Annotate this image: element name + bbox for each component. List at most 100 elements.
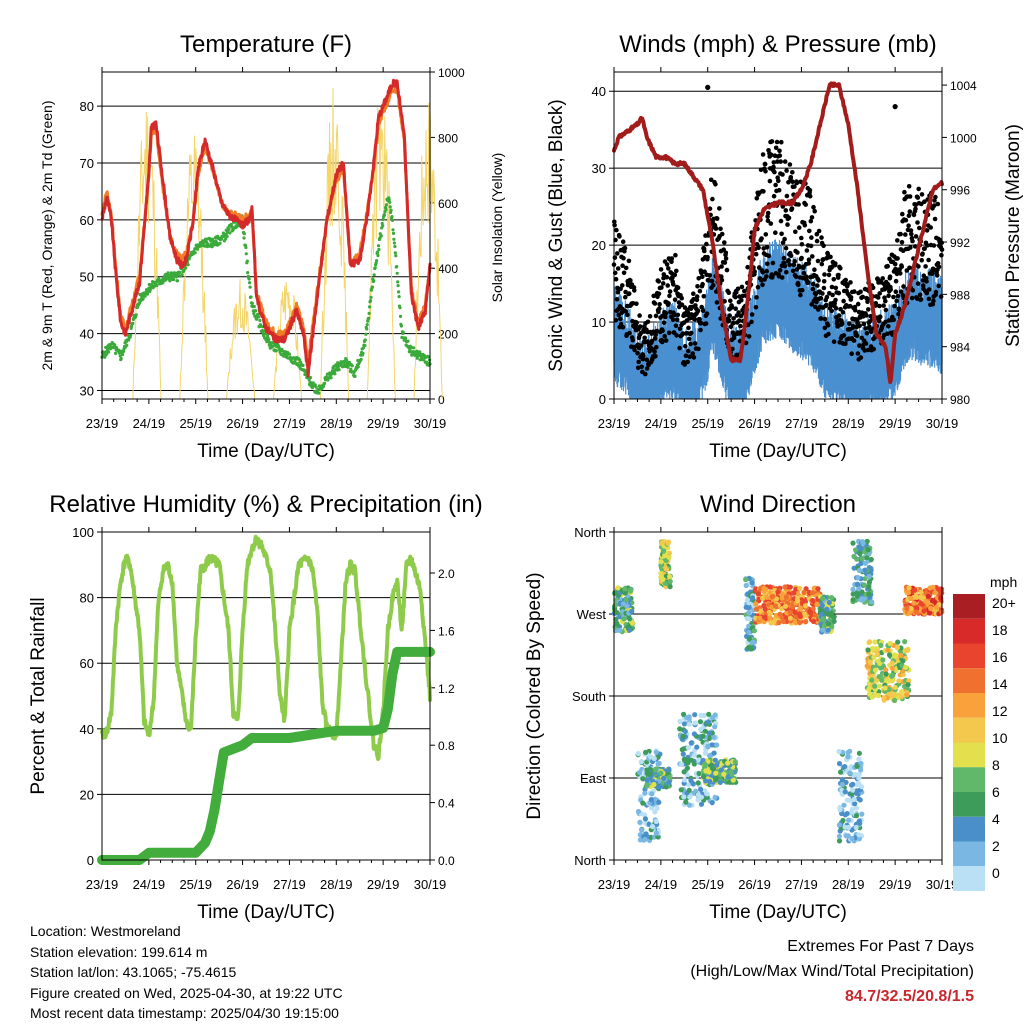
gust-point <box>707 206 713 211</box>
dewpoint-point <box>359 357 363 361</box>
wind-direction-point <box>614 620 620 627</box>
wind-direction-point <box>714 742 720 748</box>
legend-swatch <box>953 693 985 718</box>
wind-direction-point <box>797 605 804 611</box>
gust-point <box>767 178 773 184</box>
precip-line <box>97 646 435 865</box>
gust-point <box>734 290 739 295</box>
dewpoint-point <box>248 281 252 285</box>
gust-point <box>816 278 821 283</box>
gust-point <box>770 260 776 266</box>
gust-point <box>745 264 750 270</box>
gust-point <box>612 222 617 228</box>
dewpoint-point <box>127 338 131 342</box>
gust-point <box>752 269 757 274</box>
gust-point <box>776 178 781 184</box>
gust-point <box>830 292 835 298</box>
gust-point <box>825 323 831 328</box>
wind-direction-point <box>908 605 914 612</box>
dewpoint-point <box>376 244 381 248</box>
gust-point <box>920 251 925 256</box>
wind-direction-point <box>712 757 719 763</box>
wind-direction-point <box>635 751 641 757</box>
y2-tick-label: 2.0 <box>438 567 455 581</box>
wind-direction-point <box>856 567 863 574</box>
gust-point <box>775 159 780 164</box>
wind-direction-point <box>838 769 844 775</box>
wind-direction-point <box>802 611 808 617</box>
wind-direction-point <box>700 774 707 780</box>
gust-point <box>666 330 672 336</box>
wind-direction-point <box>658 559 664 565</box>
gust-point <box>723 250 729 256</box>
gust-point <box>929 271 935 277</box>
gust-point <box>663 338 669 343</box>
dewpoint-point <box>311 381 315 385</box>
x-tick-label: 28/19 <box>320 416 353 431</box>
dewpoint-point <box>361 346 366 350</box>
gust-point <box>769 139 775 144</box>
dewpoint-point <box>369 295 373 299</box>
gust-point <box>780 172 785 177</box>
gust-point <box>618 286 623 292</box>
wind-direction-point <box>927 610 933 616</box>
gust-point <box>858 355 864 360</box>
x-tick-label: 28/19 <box>832 877 865 892</box>
x-tick-label: 27/19 <box>785 416 818 431</box>
gust-point <box>691 291 696 297</box>
x-tick-label: 28/19 <box>320 877 353 892</box>
wind-direction-point <box>638 759 644 765</box>
gust-point <box>799 242 805 247</box>
y2-tick-label: 992 <box>950 236 970 250</box>
gust-point <box>935 261 941 266</box>
gust-point <box>894 298 899 304</box>
x-tick-label: 30/19 <box>926 416 959 431</box>
dewpoint-point <box>388 200 392 204</box>
gust-point <box>816 228 822 234</box>
wind-direction-point <box>658 770 664 776</box>
dewpoint-point <box>206 242 210 246</box>
dewpoint-point <box>390 215 394 219</box>
solar-insolation-line <box>319 87 349 400</box>
gust-point <box>907 194 913 199</box>
gust-point <box>623 265 629 271</box>
gust-point <box>700 274 705 280</box>
gust-point <box>691 355 697 360</box>
gust-point <box>675 312 681 318</box>
gust-point <box>926 287 932 292</box>
dewpoint-point <box>349 367 353 371</box>
legend-swatch <box>953 643 985 669</box>
gust-point <box>913 234 919 239</box>
dewpoint-point <box>363 343 367 348</box>
gust-point <box>916 186 921 192</box>
gust-point <box>813 296 818 301</box>
wind-direction-point <box>866 579 873 585</box>
gust-point <box>685 359 690 365</box>
wind-direction-point <box>787 615 794 621</box>
dewpoint-point <box>141 297 145 301</box>
wind-direction-point <box>903 664 909 671</box>
x-tick-label: 25/19 <box>179 416 212 431</box>
gust-point <box>669 256 675 261</box>
dewpoint-point <box>252 304 256 309</box>
wind-direction-point <box>648 797 654 803</box>
gust-point <box>694 294 700 299</box>
wind-direction-point <box>824 606 830 612</box>
wind-direction-point <box>685 760 691 766</box>
wind-direction-point <box>706 734 712 740</box>
gust-point <box>613 276 619 282</box>
legend-label: 8 <box>992 757 1000 773</box>
gust-point <box>781 255 787 261</box>
gust-point <box>858 289 863 295</box>
gust-point <box>835 324 840 329</box>
gust-point <box>760 152 766 157</box>
dewpoint-point <box>196 247 200 251</box>
wind-direction-point <box>635 808 642 815</box>
dewpoint-point <box>372 279 376 283</box>
dewpoint-point <box>333 372 337 376</box>
gust-point <box>704 241 709 247</box>
gust-point <box>863 341 869 346</box>
gust-point <box>664 262 670 267</box>
wind-direction-point <box>717 779 723 786</box>
wind-direction-point <box>709 714 716 721</box>
